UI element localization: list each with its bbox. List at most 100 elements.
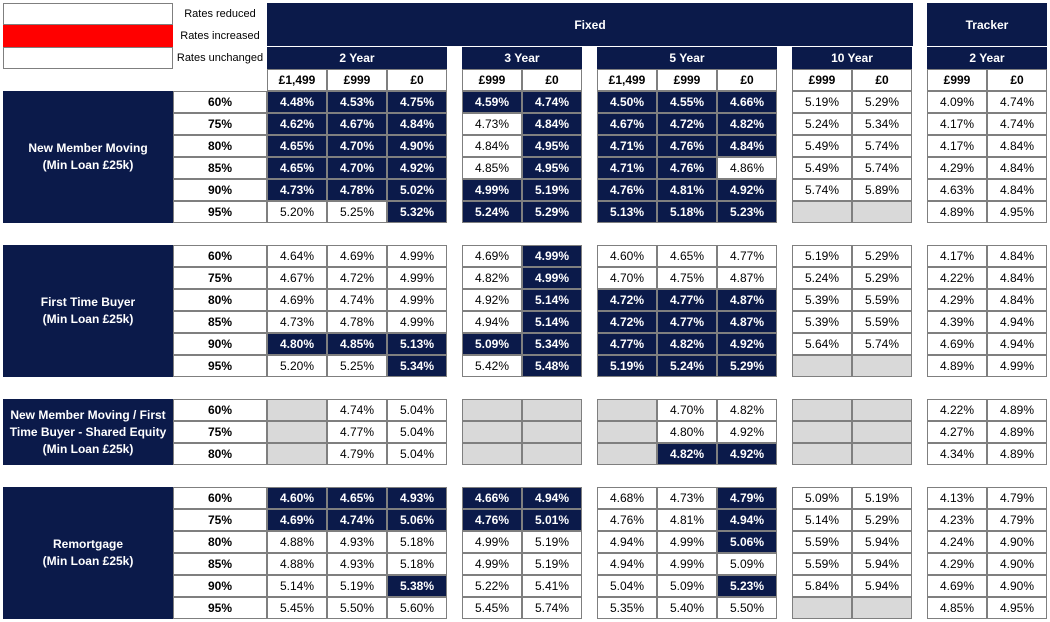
rate-cell: 4.68%: [597, 487, 657, 509]
rate-cell: 4.17%: [927, 113, 987, 135]
rate-cell: 5.04%: [387, 399, 447, 421]
rate-cell: 4.99%: [522, 267, 582, 289]
rate-cell: 4.39%: [927, 311, 987, 333]
rate-cell: 4.65%: [657, 245, 717, 267]
rate-cell: 4.79%: [327, 443, 387, 465]
rate-cell: 4.71%: [597, 157, 657, 179]
rate-cell: 5.19%: [522, 179, 582, 201]
ltv-label: 60%: [173, 245, 267, 267]
rate-cell: 4.74%: [522, 91, 582, 113]
rate-cell: 5.19%: [597, 355, 657, 377]
rate-cell: 4.89%: [927, 201, 987, 223]
ltv-label: 95%: [173, 201, 267, 223]
rate-cell: 4.60%: [267, 487, 327, 509]
rate-cell: 5.24%: [792, 267, 852, 289]
rate-cell: 5.50%: [327, 597, 387, 619]
rate-cell: 4.29%: [927, 157, 987, 179]
ltv-label: 75%: [173, 113, 267, 135]
rate-cell: 4.85%: [927, 597, 987, 619]
rate-cell: 4.67%: [267, 267, 327, 289]
rate-cell: 4.73%: [267, 179, 327, 201]
rate-cell: 5.74%: [522, 597, 582, 619]
rate-cell: 4.34%: [927, 443, 987, 465]
rate-cell: 4.95%: [522, 135, 582, 157]
rate-cell: 4.99%: [387, 311, 447, 333]
fee-header: £999: [657, 69, 717, 91]
fee-header: £0: [987, 69, 1047, 91]
rate-cell: 4.99%: [657, 553, 717, 575]
rate-cell: 4.99%: [522, 245, 582, 267]
ltv-label: 60%: [173, 487, 267, 509]
rate-cell: 4.80%: [657, 421, 717, 443]
rate-cell: [852, 355, 912, 377]
rate-cell: 4.90%: [987, 553, 1047, 575]
rate-cell: 5.39%: [792, 311, 852, 333]
rate-cell: 4.77%: [657, 289, 717, 311]
fee-header: £1,499: [267, 69, 327, 91]
ltv-label: 75%: [173, 267, 267, 289]
rate-cell: 5.20%: [267, 201, 327, 223]
rate-cell: 4.72%: [327, 267, 387, 289]
rate-cell: [462, 399, 522, 421]
ltv-label: 80%: [173, 135, 267, 157]
rate-cell: 5.29%: [852, 267, 912, 289]
rate-cell: 4.69%: [267, 509, 327, 531]
rate-cell: [522, 399, 582, 421]
rate-cell: 4.95%: [987, 597, 1047, 619]
rate-cell: 5.32%: [387, 201, 447, 223]
fee-header: £0: [717, 69, 777, 91]
rate-cell: 4.72%: [597, 311, 657, 333]
rate-cell: [522, 443, 582, 465]
rate-cell: 4.84%: [462, 135, 522, 157]
rate-cell: 5.89%: [852, 179, 912, 201]
rate-cell: 5.34%: [387, 355, 447, 377]
rate-cell: 4.75%: [387, 91, 447, 113]
rate-cell: 4.70%: [597, 267, 657, 289]
rate-cell: 4.94%: [597, 553, 657, 575]
rate-cell: 5.18%: [387, 531, 447, 553]
rate-cell: 4.65%: [267, 135, 327, 157]
rate-cell: 4.78%: [327, 179, 387, 201]
rate-cell: 4.69%: [462, 245, 522, 267]
rate-cell: 5.09%: [717, 553, 777, 575]
rate-cell: 4.95%: [522, 157, 582, 179]
rate-cell: 5.49%: [792, 157, 852, 179]
rate-cell: 5.41%: [522, 575, 582, 597]
fee-header: £999: [327, 69, 387, 91]
rate-cell: [852, 597, 912, 619]
rate-cell: 4.99%: [987, 355, 1047, 377]
rate-cell: 4.74%: [327, 399, 387, 421]
rate-cell: 5.14%: [522, 289, 582, 311]
rate-cell: 4.82%: [462, 267, 522, 289]
ltv-label: 75%: [173, 421, 267, 443]
rate-cell: 4.76%: [597, 509, 657, 531]
rate-cell: 5.14%: [792, 509, 852, 531]
tracker-header: Tracker: [927, 3, 1047, 46]
rate-cell: 5.59%: [792, 553, 852, 575]
rate-cell: 5.13%: [387, 333, 447, 355]
rate-cell: 4.70%: [657, 399, 717, 421]
rate-cell: 5.45%: [462, 597, 522, 619]
rate-cell: 4.76%: [657, 135, 717, 157]
rate-cell: 4.94%: [987, 333, 1047, 355]
rate-cell: 5.22%: [462, 575, 522, 597]
rate-cell: 4.84%: [387, 113, 447, 135]
rate-cell: 4.87%: [717, 289, 777, 311]
rate-cell: 4.29%: [927, 289, 987, 311]
fee-header: £999: [792, 69, 852, 91]
rate-cell: 4.70%: [327, 157, 387, 179]
fee-header: £0: [522, 69, 582, 91]
rate-cell: 4.69%: [927, 333, 987, 355]
rate-cell: 5.24%: [462, 201, 522, 223]
rate-cell: 4.84%: [987, 289, 1047, 311]
rate-cell: 5.39%: [792, 289, 852, 311]
rate-cell: 4.73%: [657, 487, 717, 509]
rate-cell: 4.64%: [267, 245, 327, 267]
rate-cell: 5.14%: [267, 575, 327, 597]
term-header: 10 Year: [792, 47, 912, 69]
rate-cell: 4.24%: [927, 531, 987, 553]
rate-cell: 4.17%: [927, 245, 987, 267]
rate-cell: 4.78%: [327, 311, 387, 333]
section-label: Remortgage (Min Loan £25k): [3, 487, 173, 619]
rate-cell: 4.62%: [267, 113, 327, 135]
